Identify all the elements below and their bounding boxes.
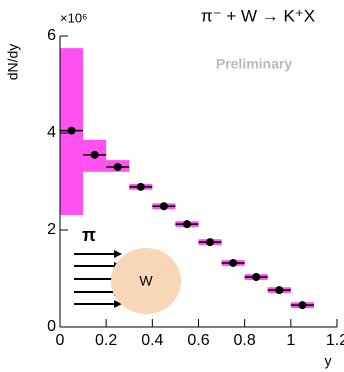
x-axis-label: y: [325, 353, 332, 369]
x-tick-label: 0.6: [187, 332, 209, 349]
data-point: [275, 286, 284, 295]
data-point: [298, 301, 307, 310]
data-point: [90, 150, 99, 159]
y-tick-label: 2: [47, 221, 56, 238]
target-circle: [111, 248, 181, 314]
data-point: [113, 162, 122, 171]
y-tick-label: 4: [47, 124, 56, 141]
data-point: [182, 220, 191, 229]
y-axis-label: dN/dy: [5, 44, 21, 81]
y-multiplier: ×10⁶: [60, 10, 87, 25]
annotation: Preliminary: [216, 56, 292, 72]
y-tick-label: 0: [47, 318, 56, 335]
x-tick-label: 1: [286, 332, 295, 349]
beam-label: π: [82, 225, 96, 245]
x-tick-label: 0.4: [141, 332, 163, 349]
y-tick-label: 6: [47, 27, 56, 44]
data-point: [252, 273, 261, 282]
x-tick-label: 1.2: [326, 332, 344, 349]
x-tick-label: 0.8: [234, 332, 256, 349]
data-point: [206, 238, 215, 247]
data-point: [67, 126, 76, 135]
data-point: [136, 182, 145, 191]
beam-arrows: [74, 253, 116, 305]
data-point: [229, 258, 238, 267]
x-tick-label: 0.2: [95, 332, 117, 349]
x-tick-label: 0: [56, 332, 65, 349]
data-point: [159, 202, 168, 211]
target-label: W: [139, 273, 153, 289]
beam-diagram: π W: [74, 225, 181, 314]
chart-title: π⁻ + W → K⁺X: [201, 6, 315, 25]
